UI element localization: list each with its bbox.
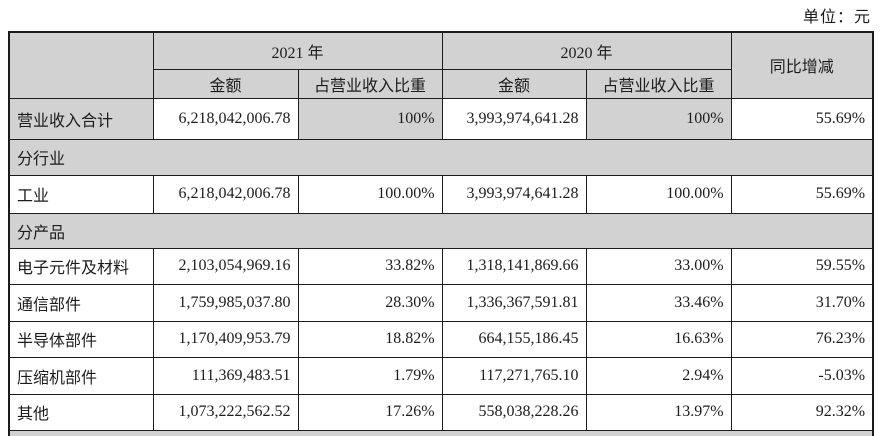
ratio-2021-cell: 18.82% bbox=[297, 320, 443, 358]
amount-2021-cell: 1,759,985,037.80 bbox=[152, 283, 299, 322]
amount-2020-cell: 664,155,186.45 bbox=[441, 320, 587, 358]
table-row-compressor-parts: 压缩机部件 111,369,483.51 1.79% 117,271,765.1… bbox=[8, 356, 874, 395]
section-row-by-product: 分产品 bbox=[8, 212, 874, 249]
amount-2021-cell: 1,170,409,953.79 bbox=[152, 320, 299, 358]
ratio-2020-cell: 100.00% bbox=[585, 174, 732, 214]
row-label: 电子元件及材料 bbox=[8, 247, 154, 285]
ratio-2021-header: 占营业收入比重 bbox=[297, 68, 443, 99]
ratio-2021-cell: 17.26% bbox=[297, 393, 443, 431]
row-label: 其他 bbox=[8, 393, 154, 431]
yoy-change-cell: 55.69% bbox=[730, 97, 874, 140]
amount-2020-cell: 117,271,765.10 bbox=[441, 356, 587, 395]
amount-2021-cell: 1,073,222,562.52 bbox=[152, 393, 299, 431]
amount-2021-cell: 111,369,483.51 bbox=[152, 356, 299, 395]
table-row-semiconductor-parts: 半导体部件 1,170,409,953.79 18.82% 664,155,18… bbox=[8, 320, 874, 358]
section-label: 分产品 bbox=[8, 212, 874, 249]
ratio-2020-cell: 13.97% bbox=[585, 393, 732, 431]
amount-2020-header: 金额 bbox=[441, 68, 587, 99]
yoy-change-header: 同比增减 bbox=[730, 31, 874, 99]
ratio-2020-cell: 33.00% bbox=[585, 247, 732, 285]
table-row-electronic-components: 电子元件及材料 2,103,054,969.16 33.82% 1,318,14… bbox=[8, 247, 874, 285]
ratio-2020-cell: 33.46% bbox=[585, 283, 732, 322]
yoy-change-cell: 55.69% bbox=[730, 174, 874, 214]
amount-2020-cell: 558,038,228.26 bbox=[441, 393, 587, 431]
amount-2020-cell: 1,318,141,869.66 bbox=[441, 247, 587, 285]
section-row-by-industry: 分行业 bbox=[8, 138, 874, 176]
ratio-2020-header: 占营业收入比重 bbox=[585, 68, 732, 99]
header-row-metrics: 金额 占营业收入比重 金额 占营业收入比重 bbox=[9, 68, 873, 99]
ratio-2020-cell: 2.94% bbox=[585, 356, 732, 395]
yoy-change-cell: 59.55% bbox=[730, 247, 874, 285]
year-2021-header: 2021 年 bbox=[152, 31, 443, 70]
yoy-change-cell: 31.70% bbox=[730, 283, 874, 322]
row-label: 半导体部件 bbox=[8, 320, 154, 358]
yoy-change-cell: -5.03% bbox=[730, 356, 874, 395]
header-row-years: 2021 年 2020 年 同比增减 bbox=[8, 31, 874, 99]
row-label: 工业 bbox=[8, 174, 154, 214]
amount-2021-cell: 6,218,042,006.78 bbox=[152, 174, 299, 214]
amount-2021-header: 金额 bbox=[152, 68, 299, 99]
row-label: 压缩机部件 bbox=[8, 356, 154, 395]
yoy-change-cell: 92.32% bbox=[730, 393, 874, 431]
row-label: 通信部件 bbox=[8, 283, 154, 322]
ratio-2021-cell: 33.82% bbox=[297, 247, 443, 285]
unit-label: 单位：元 bbox=[802, 9, 871, 26]
yoy-change-cell: 76.23% bbox=[730, 320, 874, 358]
table-row-industry: 工业 6,218,042,006.78 100.00% 3,993,974,64… bbox=[8, 174, 874, 214]
amount-2020-cell: 1,336,367,591.81 bbox=[441, 283, 587, 322]
ratio-2020-cell: 16.63% bbox=[585, 320, 732, 358]
table-row-others: 其他 1,073,222,562.52 17.26% 558,038,228.2… bbox=[8, 393, 874, 431]
amount-2021-cell: 2,103,054,969.16 bbox=[152, 247, 299, 285]
ratio-2021-cell: 1.79% bbox=[297, 356, 443, 395]
amount-2021-cell: 6,218,042,006.78 bbox=[152, 97, 299, 140]
clipped-section-cell bbox=[8, 429, 874, 436]
table-row-revenue-total: 营业收入合计 6,218,042,006.78 100% 3,993,974,6… bbox=[8, 97, 874, 140]
clipped-next-section-row bbox=[8, 429, 874, 436]
section-label: 分行业 bbox=[8, 138, 874, 176]
ratio-2021-cell: 100.00% bbox=[297, 174, 443, 214]
revenue-breakdown-table: 2021 年 2020 年 同比增减 金额 占营业收入比重 金额 占营业收入比重… bbox=[8, 31, 875, 436]
ratio-2021-cell: 28.30% bbox=[297, 283, 443, 322]
ratio-2021-cell: 100% bbox=[297, 97, 443, 140]
row-label: 营业收入合计 bbox=[8, 97, 154, 140]
table-row-communication-parts: 通信部件 1,759,985,037.80 28.30% 1,336,367,5… bbox=[8, 283, 874, 322]
corner-cell bbox=[8, 31, 154, 99]
ratio-2020-cell: 100% bbox=[585, 97, 732, 140]
amount-2020-cell: 3,993,974,641.28 bbox=[441, 97, 587, 140]
amount-2020-cell: 3,993,974,641.28 bbox=[441, 174, 587, 214]
year-2020-header: 2020 年 bbox=[441, 31, 732, 70]
